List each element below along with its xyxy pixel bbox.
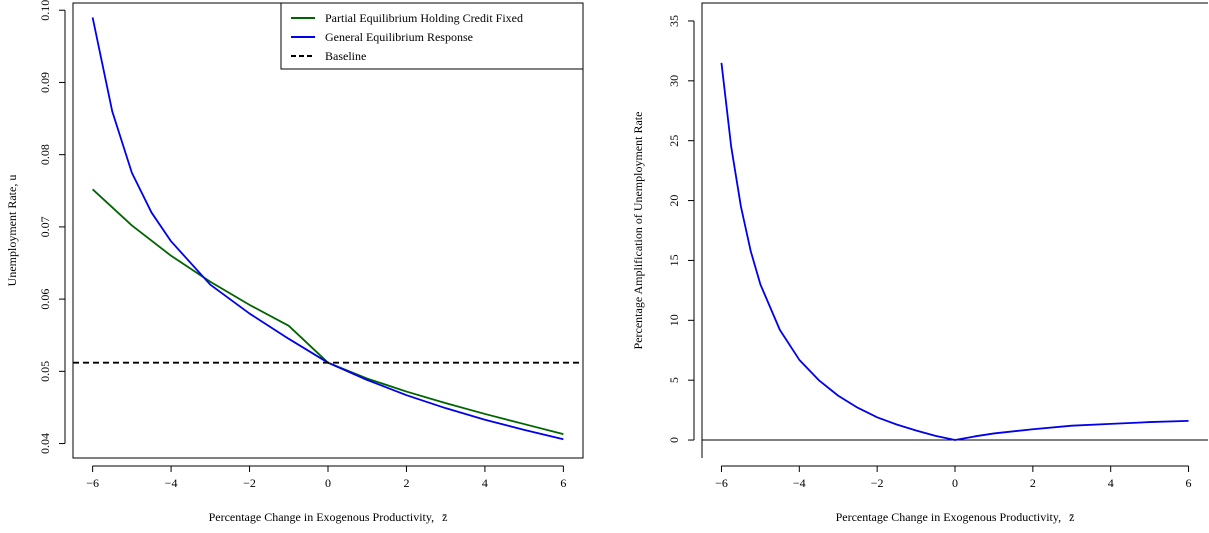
- y-tick-label: 35: [667, 15, 681, 27]
- legend-label: Partial Equilibrium Holding Credit Fixed: [325, 11, 523, 25]
- y-tick-label: 5: [667, 377, 681, 383]
- x-axis-title-text: Percentage Change in Exogenous Productiv…: [209, 510, 435, 524]
- x-tick-label: 4: [1108, 476, 1114, 490]
- y-tick-label: 0.04: [38, 433, 52, 454]
- x-axis-title-text: Percentage Change in Exogenous Productiv…: [836, 510, 1062, 524]
- x-axis-title-symbol: z̄: [442, 510, 447, 524]
- y-tick-label: 10: [667, 314, 681, 326]
- x-tick-label: −6: [86, 476, 99, 490]
- y-tick-label: 15: [667, 254, 681, 266]
- legend-box: [280, 2, 584, 70]
- x-tick-label: 6: [1186, 476, 1192, 490]
- y-tick-label: 0.05: [38, 361, 52, 382]
- y-tick-label: 0.08: [38, 144, 52, 165]
- y-tick-label: 0.10: [38, 0, 52, 21]
- x-tick-label: 2: [403, 476, 409, 490]
- x-axis-title: Percentage Change in Exogenous Productiv…: [836, 510, 1075, 524]
- x-tick-label: −4: [165, 476, 178, 490]
- y-tick-label: 0.06: [38, 289, 52, 310]
- y-tick-label: 0.09: [38, 72, 52, 93]
- unemployment-rate-chart: −6 −4 −2 0 2 4 6 0.04 0.05 0.06 0.07 0.08 0.09 0.10 Pe…: [5, 0, 584, 524]
- legend-label: Baseline: [325, 49, 366, 63]
- x-axis-title: Percentage Change in Exogenous Productiv…: [209, 510, 448, 524]
- x-tick-label: 0: [952, 476, 958, 490]
- plot-frame: [72, 2, 584, 459]
- x-tick-label: 6: [560, 476, 566, 490]
- series-line-partial-equilibrium-holding-credit-fixed: [92, 188, 564, 436]
- series-line-general-equilibrium-response: [91, 17, 564, 441]
- x-tick-label: −2: [871, 476, 884, 490]
- legend-label: General Equilibrium Response: [325, 30, 473, 44]
- y-axis-title: Percentage Amplification of Unemployment…: [631, 112, 645, 350]
- y-tick-label: 0.07: [38, 216, 52, 237]
- series-line-amplification: [720, 62, 1189, 441]
- y-tick-label: 20: [667, 195, 681, 207]
- plot-frame: [701, 2, 1208, 458]
- y-axis-title: Unemployment Rate, u: [5, 175, 19, 287]
- x-tick-label: 4: [482, 476, 488, 490]
- x-tick-label: −4: [793, 476, 806, 490]
- y-tick-label: 25: [667, 135, 681, 147]
- x-axis-title-symbol: z̄: [1069, 510, 1074, 524]
- x-tick-label: −2: [243, 476, 256, 490]
- x-tick-label: −6: [715, 476, 728, 490]
- y-tick-label: 30: [667, 75, 681, 87]
- amplification-chart: −6 −4 −2 0 2 4 6 0 5 10 15 20 25 30 35 Percentage Chang…: [631, 2, 1208, 524]
- y-tick-label: 0: [667, 437, 681, 443]
- x-tick-label: 0: [325, 476, 331, 490]
- legend: Partial Equilibrium Holding Credit Fixed…: [280, 2, 584, 70]
- x-tick-label: 2: [1030, 476, 1036, 490]
